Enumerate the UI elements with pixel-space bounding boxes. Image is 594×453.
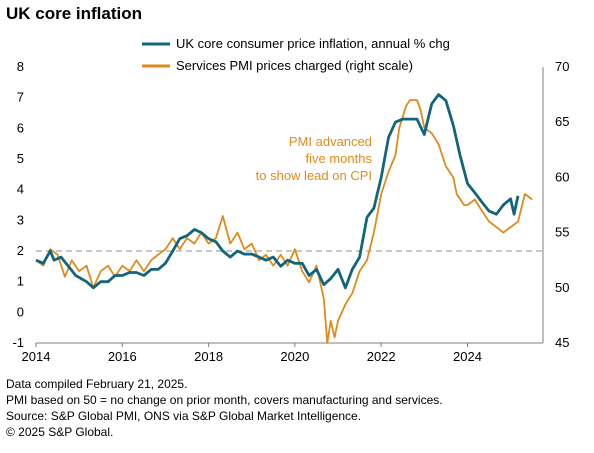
y-left-tick-label: 5 [17,151,24,166]
y-left-tick-label: 4 [17,182,24,197]
note-source: Source: S&P Global PMI, ONS via S&P Glob… [6,409,362,423]
y-right-tick-label: 55 [555,225,569,240]
y-right-tick-label: 45 [555,335,569,350]
y-right-tick-label: 65 [555,114,569,129]
y-left-tick-label: 3 [17,212,24,227]
note-copyright: © 2025 S&P Global. [6,425,114,439]
y-left-tick-label: 1 [17,274,24,289]
chart-title: UK core inflation [6,4,143,23]
cpi-series-line [35,93,520,290]
x-tick-label: 2020 [280,349,309,364]
y-left-tick-label: -1 [12,335,24,350]
y-left-tick-label: 8 [17,59,24,74]
legend: UK core consumer price inflation, annual… [142,36,450,73]
annotation-line: to show lead on CPI [256,168,372,183]
y-left-tick-label: 7 [17,90,24,105]
x-tick-label: 2022 [367,349,396,364]
legend-label-cpi: UK core consumer price inflation, annual… [176,36,450,51]
pmi-series-line [35,99,533,344]
footnotes: Data compiled February 21, 2025. PMI bas… [6,376,443,440]
x-tick-label: 2016 [108,349,137,364]
y-left-tick-label: 2 [17,243,24,258]
legend-label-pmi: Services PMI prices charged (right scale… [176,58,413,73]
y-left-tick-label: 6 [17,120,24,135]
x-tick-label: 2014 [22,349,51,364]
x-tick-label: 2024 [453,349,482,364]
note-pmi-basis: PMI based on 50 = no change on prior mon… [6,393,443,407]
x-tick-label: 2018 [194,349,223,364]
y-right-tick-label: 50 [555,280,569,295]
y-right-tick-label: 70 [555,59,569,74]
series-group [35,93,533,344]
note-compiled: Data compiled February 21, 2025. [6,377,188,391]
y-left-tick-label: 0 [17,304,24,319]
annotation: PMI advanced five months to show lead on C… [256,134,373,183]
annotation-line: PMI advanced [289,134,372,149]
y-right-tick-label: 60 [555,169,569,184]
annotation-line: five months [306,151,373,166]
